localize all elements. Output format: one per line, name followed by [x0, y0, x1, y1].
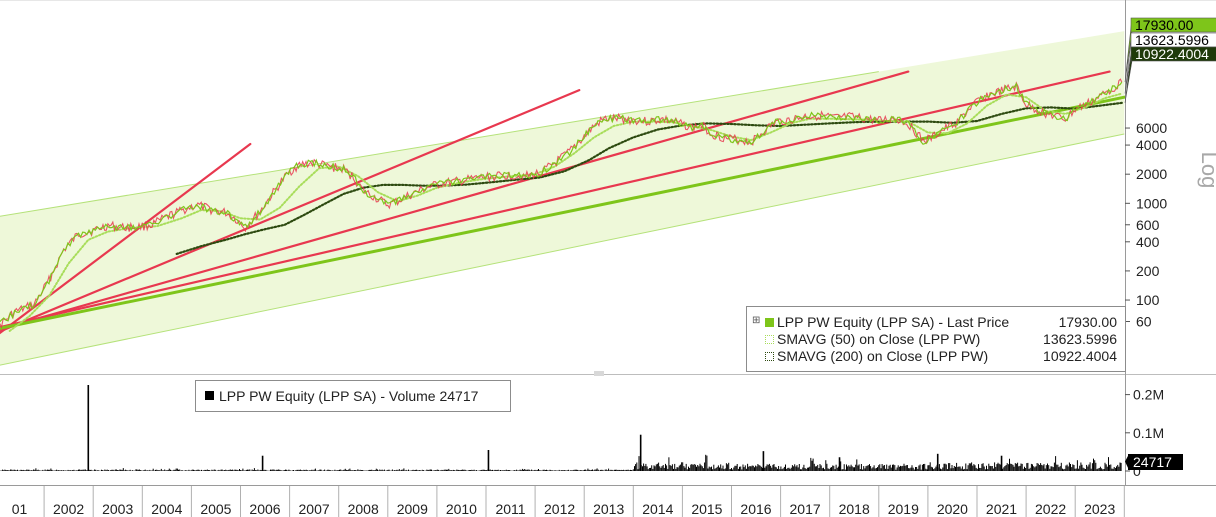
- year-label: 2018: [839, 501, 870, 517]
- legend-value: 13623.5996: [1043, 331, 1117, 347]
- trendline-3: [0, 70, 910, 331]
- year-label: 2010: [446, 501, 477, 517]
- year-label: 2007: [299, 501, 330, 517]
- year-label: 2008: [348, 501, 379, 517]
- year-label: 2006: [249, 501, 280, 517]
- year-label: 2009: [397, 501, 428, 517]
- volume-legend: LPP PW Equity (LPP SA) - Volume 24717: [195, 380, 511, 412]
- volume-tick-label: 0: [1133, 463, 1141, 479]
- legend-label: SMAVG (50) on Close (LPP PW): [777, 331, 981, 347]
- year-label: 2014: [642, 501, 673, 517]
- price-tag-label: 13623.5996: [1135, 32, 1209, 48]
- price-tag: [1130, 17, 1216, 33]
- legend-swatch-green: [765, 318, 774, 327]
- volume-tick-label: 0.2M: [1133, 387, 1164, 403]
- price-line-up: [0, 81, 1123, 323]
- year-label: 2020: [937, 501, 968, 517]
- volume-panel: [0, 385, 1122, 471]
- legend-swatch-dotted-light: [765, 335, 774, 344]
- price-line-down: [0, 78, 1123, 329]
- legend-expander-icon: ⊞: [752, 315, 761, 326]
- price-panel: [0, 31, 1125, 366]
- price-tag-label: 17930.00: [1135, 17, 1194, 33]
- volume-tick-label: 0.1M: [1133, 425, 1164, 441]
- volume-tag-label: 24717: [1133, 454, 1172, 470]
- price-tag-label: 10922.4004: [1135, 46, 1209, 62]
- channel-lower-line: [0, 133, 1125, 366]
- year-label: 01: [12, 501, 28, 517]
- trendline-2: [0, 89, 581, 333]
- year-label: 2019: [888, 501, 919, 517]
- channel-upper-line: [0, 71, 879, 217]
- legend-value: 10922.4004: [1043, 348, 1117, 364]
- price-tick-label: 2000: [1136, 166, 1167, 182]
- x-axis: 01 2002 2003 2004 2005 2006 2007 2008 2009 2010 20…: [12, 486, 1125, 517]
- year-label: 2023: [1084, 501, 1115, 517]
- year-label: 2013: [593, 501, 624, 517]
- price-legend: ⊞ LPP PW Equity (LPP SA) - Last Price 17…: [746, 306, 1126, 372]
- price-tick-label: 1000: [1136, 195, 1167, 211]
- legend-swatch-dotted-dark: [765, 352, 774, 361]
- legend-label: SMAVG (200) on Close (LPP PW): [777, 348, 989, 364]
- trendline-1: [0, 142, 252, 335]
- chart-frame: [0, 0, 1216, 486]
- price-tick-label: 4000: [1136, 137, 1167, 153]
- year-label: 2017: [790, 501, 821, 517]
- price-tick-label: 100: [1136, 292, 1160, 308]
- year-label: 2002: [53, 501, 84, 517]
- sma50-line: [8, 92, 1123, 332]
- volume-tag-pointer: [1125, 454, 1129, 470]
- year-label: 2022: [1035, 501, 1066, 517]
- year-label: 2021: [986, 501, 1017, 517]
- y-axis-title: Log: [1197, 152, 1216, 189]
- price-tick-label: 6000: [1136, 120, 1167, 136]
- year-label: 2011: [495, 501, 525, 517]
- price-tick-label: 60: [1136, 313, 1152, 329]
- legend-swatch-black: [205, 391, 214, 400]
- volume-tag: [1128, 454, 1183, 470]
- year-label: 2016: [740, 501, 771, 517]
- trendline-5: [0, 95, 1125, 330]
- price-tick-label: 200: [1136, 263, 1160, 279]
- panel-resize-handle: [594, 371, 604, 376]
- trendline-4: [0, 70, 1111, 329]
- price-tick-label: 600: [1136, 217, 1160, 233]
- price-tick-label: 400: [1136, 234, 1160, 250]
- year-label: 2003: [102, 501, 133, 517]
- year-label: 2012: [544, 501, 575, 517]
- legend-label: LPP PW Equity (LPP SA) - Last Price: [777, 314, 1010, 330]
- year-label: 2015: [691, 501, 722, 517]
- year-label: 2005: [200, 501, 231, 517]
- volume-legend-label: LPP PW Equity (LPP SA) - Volume 24717: [219, 388, 479, 404]
- price-tag: [1130, 46, 1216, 62]
- year-label: 2004: [151, 501, 182, 517]
- legend-value: 17930.00: [1058, 314, 1117, 330]
